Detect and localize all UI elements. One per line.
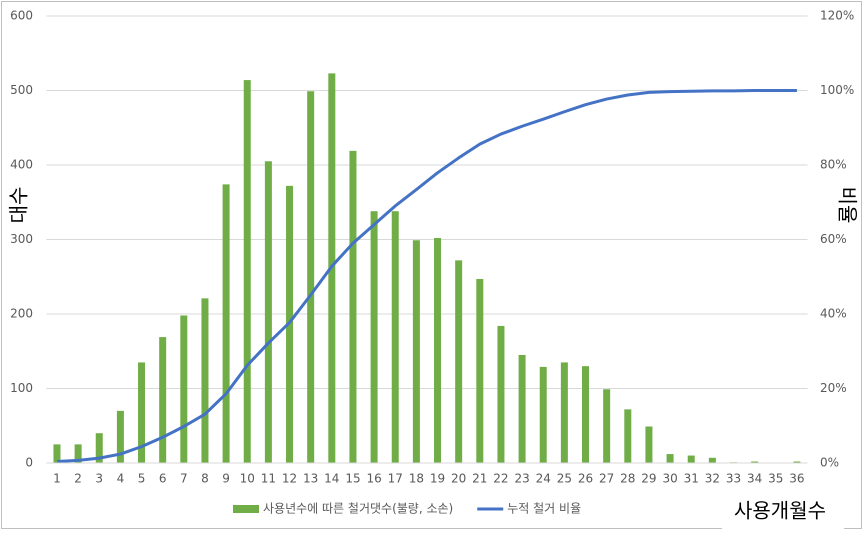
bar bbox=[687, 455, 695, 463]
x-tick-label: 36 bbox=[789, 472, 804, 486]
x-tick-label: 8 bbox=[201, 472, 209, 486]
bar bbox=[793, 461, 801, 463]
legend-swatch bbox=[233, 505, 259, 513]
bar bbox=[159, 337, 167, 463]
bar bbox=[138, 362, 146, 463]
x-tick-label: 12 bbox=[282, 472, 297, 486]
y2-tick-label: 40% bbox=[820, 307, 847, 321]
x-tick-label: 13 bbox=[303, 472, 318, 486]
bar bbox=[497, 325, 505, 463]
y2-axis-title: 비율 bbox=[836, 187, 860, 224]
x-tick-label: 3 bbox=[95, 472, 103, 486]
x-tick-label: 5 bbox=[138, 472, 146, 486]
bar bbox=[751, 461, 759, 463]
x-tick-label: 11 bbox=[261, 472, 276, 486]
x-tick-label: 9 bbox=[222, 472, 230, 486]
bar bbox=[95, 433, 103, 463]
x-tick-label: 10 bbox=[240, 472, 255, 486]
bar bbox=[116, 410, 124, 463]
x-tick-label: 2 bbox=[74, 472, 82, 486]
bar bbox=[412, 240, 420, 463]
x-tick-label: 27 bbox=[599, 472, 614, 486]
x-tick-label: 35 bbox=[768, 472, 783, 486]
bar bbox=[666, 454, 674, 463]
y2-tick-label: 60% bbox=[820, 232, 847, 246]
y-tick-label: 500 bbox=[10, 83, 33, 97]
x-tick-label: 33 bbox=[726, 472, 741, 486]
bar bbox=[201, 298, 209, 463]
x-tick-label: 32 bbox=[705, 472, 720, 486]
bar bbox=[582, 366, 590, 463]
bar bbox=[307, 91, 315, 464]
x-tick-label: 23 bbox=[514, 472, 529, 486]
bar bbox=[455, 260, 463, 463]
x-tick-label: 7 bbox=[180, 472, 188, 486]
y-axis-title: 대수 bbox=[7, 187, 31, 224]
bar bbox=[391, 211, 399, 463]
y2-tick-label: 0% bbox=[820, 456, 839, 470]
legend-label: 사용년수에 따른 철거댓수(불량, 소손) bbox=[263, 502, 453, 516]
y2-tick-label: 20% bbox=[820, 381, 847, 395]
x-tick-label: 29 bbox=[641, 472, 656, 486]
x-title-box bbox=[722, 493, 844, 529]
bar bbox=[476, 278, 484, 463]
x-tick-label: 1 bbox=[53, 472, 61, 486]
bar bbox=[708, 457, 716, 463]
bar bbox=[53, 444, 61, 463]
x-tick-label: 22 bbox=[493, 472, 508, 486]
line bbox=[56, 89, 797, 464]
x-tick-label: 4 bbox=[117, 472, 125, 486]
bar bbox=[243, 80, 251, 463]
bar bbox=[370, 211, 378, 463]
y-tick-label: 300 bbox=[10, 232, 33, 246]
bar bbox=[264, 161, 272, 463]
x-tick-label: 25 bbox=[557, 472, 572, 486]
bar bbox=[434, 238, 442, 463]
bar bbox=[624, 409, 632, 463]
y2-tick-label: 120% bbox=[820, 9, 854, 23]
x-tick-label: 31 bbox=[684, 472, 699, 486]
bar bbox=[645, 426, 653, 463]
x-tick-label: 20 bbox=[451, 472, 466, 486]
bar bbox=[603, 389, 611, 463]
x-tick-label: 19 bbox=[430, 472, 445, 486]
y-tick-label: 600 bbox=[10, 9, 33, 23]
bar bbox=[560, 362, 568, 463]
y-tick-label: 400 bbox=[10, 158, 33, 172]
y2-tick-label: 80% bbox=[820, 158, 847, 172]
bar bbox=[222, 184, 230, 463]
bar bbox=[180, 315, 188, 463]
x-tick-label: 17 bbox=[388, 472, 403, 486]
x-tick-label: 26 bbox=[578, 472, 593, 486]
y-tick-label: 200 bbox=[10, 307, 33, 321]
y2-tick-label: 100% bbox=[820, 83, 854, 97]
x-tick-label: 28 bbox=[620, 472, 635, 486]
x-tick-label: 16 bbox=[366, 472, 381, 486]
bar bbox=[539, 366, 547, 463]
bar bbox=[74, 444, 82, 463]
y-tick-label: 0 bbox=[25, 456, 33, 470]
x-tick-label: 18 bbox=[409, 472, 424, 486]
y-tick-label: 100 bbox=[10, 381, 33, 395]
bar bbox=[349, 150, 357, 463]
x-tick-label: 14 bbox=[324, 472, 339, 486]
x-tick-label: 21 bbox=[472, 472, 487, 486]
x-tick-label: 30 bbox=[662, 472, 677, 486]
x-tick-label: 6 bbox=[159, 472, 167, 486]
bar bbox=[518, 354, 526, 463]
x-tick-label: 24 bbox=[536, 472, 551, 486]
legend-label: 누적 철거 비율 bbox=[507, 502, 581, 516]
x-tick-label: 15 bbox=[345, 472, 360, 486]
x-axis-title: 사용개월수 bbox=[734, 499, 826, 523]
x-tick-label: 34 bbox=[747, 472, 762, 486]
